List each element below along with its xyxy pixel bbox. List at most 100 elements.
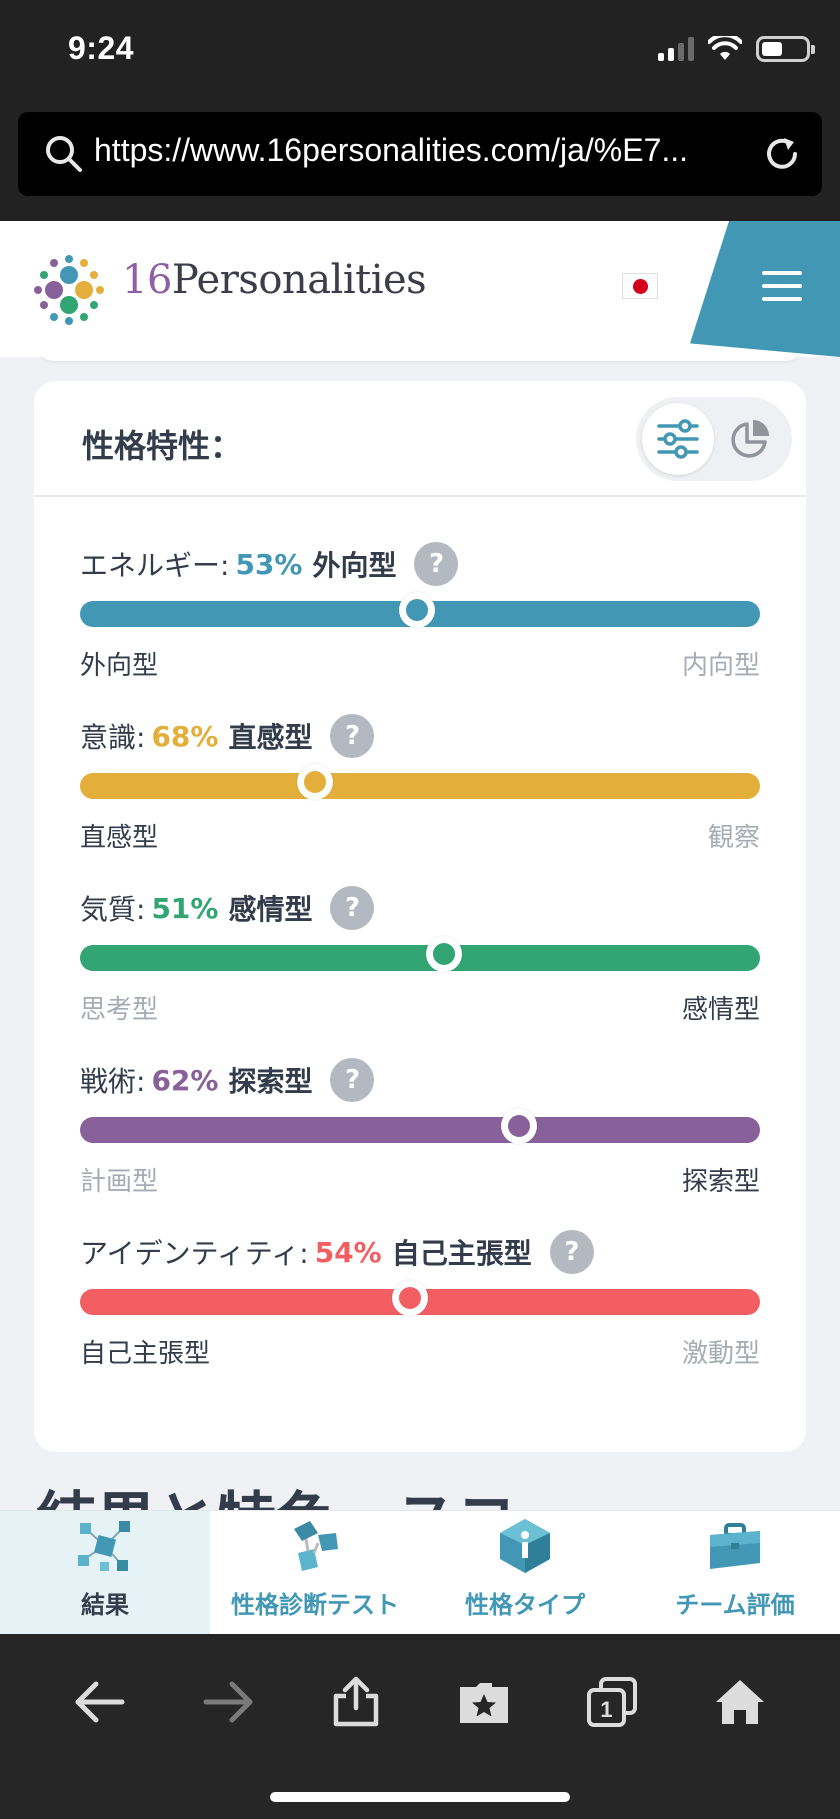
- trait-type: 外向型: [312, 549, 397, 582]
- forward-arrow-icon: [203, 1681, 253, 1723]
- url-text[interactable]: https://www.16personalities.com/ja/%E7..…: [94, 132, 689, 168]
- trait-bar: [80, 936, 760, 972]
- trait-percent: 53%: [235, 547, 303, 581]
- trait-type: 直感型: [228, 721, 313, 754]
- help-icon[interactable]: ?: [549, 1230, 594, 1274]
- trait-knob: [391, 1280, 428, 1316]
- site-tab-navigation: 結果 性格診断テスト 性格タイプ チーム評価: [0, 1510, 840, 1634]
- reload-icon[interactable]: [762, 134, 802, 174]
- test-links-icon: [294, 1521, 338, 1571]
- cellular-signal-icon: [658, 37, 694, 61]
- sliders-view-button[interactable]: [642, 403, 714, 475]
- tabs-button[interactable]: 1: [582, 1672, 642, 1732]
- types-gem-icon: [500, 1519, 550, 1573]
- trait-left-pole: 自己主張型: [80, 1339, 211, 1369]
- view-toggle[interactable]: [636, 397, 792, 481]
- trait-title: アイデンティティ: 54% 自己主張型 ?: [80, 1229, 594, 1275]
- pie-chart-icon: [731, 420, 769, 458]
- trait-bar: [80, 1108, 760, 1144]
- help-icon[interactable]: ?: [330, 886, 375, 930]
- tab-personality-test[interactable]: 性格診断テスト: [210, 1511, 420, 1634]
- card-header: 性格特性：: [34, 381, 806, 497]
- forward-button[interactable]: [198, 1672, 258, 1732]
- trait-label: 意識:: [80, 721, 146, 754]
- bookmarks-button[interactable]: [454, 1672, 514, 1732]
- trait-label: 戦術:: [80, 1065, 146, 1098]
- trait-title: 気質: 51% 感情型 ?: [80, 885, 375, 931]
- trait-title: 意識: 68% 直感型 ?: [80, 713, 375, 759]
- hamburger-menu-icon[interactable]: [762, 271, 802, 301]
- trait-percent: 54%: [314, 1235, 382, 1269]
- japan-flag-icon[interactable]: [622, 273, 658, 299]
- trait-left-pole: 計画型: [80, 1167, 159, 1197]
- tab-results[interactable]: 結果: [0, 1511, 210, 1634]
- trait-knob: [500, 1108, 537, 1144]
- card-title: 性格特性：: [82, 427, 243, 465]
- trait-label: エネルギー:: [80, 549, 230, 582]
- sliders-icon: [657, 419, 699, 459]
- trait-title: 戦術: 62% 探索型 ?: [80, 1057, 375, 1103]
- trait-type: 感情型: [228, 893, 313, 926]
- tab-team-assessment[interactable]: チーム評価: [630, 1511, 840, 1634]
- share-icon: [333, 1676, 379, 1727]
- battery-icon: [756, 36, 815, 62]
- trait-bar: [80, 764, 760, 800]
- search-icon: [46, 136, 82, 172]
- logo-icon[interactable]: [24, 245, 114, 335]
- trait-right-pole: 内向型: [681, 651, 760, 681]
- browser-toolbar: 1: [0, 1634, 840, 1819]
- home-icon: [716, 1680, 764, 1724]
- help-icon[interactable]: ?: [330, 714, 375, 758]
- wifi-icon: [708, 36, 742, 60]
- svg-text:1: 1: [600, 1697, 612, 1722]
- trait-row: 意識: 68% 直感型 ? 直感型 観察: [80, 713, 760, 863]
- trait-right-pole: 感情型: [681, 995, 760, 1025]
- trait-knob: [398, 592, 435, 628]
- trait-right-pole: 激動型: [681, 1339, 760, 1369]
- trait-row: エネルギー: 53% 外向型 ? 外向型 内向型: [80, 541, 760, 691]
- share-button[interactable]: [326, 1672, 386, 1732]
- trait-left-pole: 直感型: [80, 823, 159, 853]
- trait-type: 自己主張型: [391, 1237, 532, 1270]
- address-bar[interactable]: https://www.16personalities.com/ja/%E7..…: [18, 112, 822, 196]
- back-button[interactable]: [70, 1672, 130, 1732]
- home-button[interactable]: [710, 1672, 770, 1732]
- trait-label: 気質:: [80, 893, 146, 926]
- back-arrow-icon: [75, 1681, 125, 1723]
- next-section-heading-cutoff: 結果と特色・スコア: [36, 1487, 556, 1511]
- results-cubes-icon: [78, 1521, 130, 1571]
- status-icons: [658, 36, 815, 62]
- brand-word: Personalities: [171, 257, 427, 303]
- tab-personality-types[interactable]: 性格タイプ: [420, 1511, 630, 1634]
- personality-traits-card: 性格特性：: [34, 381, 806, 1452]
- trait-row: アイデンティティ: 54% 自己主張型 ? 自己主張型 激動型: [80, 1229, 760, 1379]
- trait-left-pole: 思考型: [80, 995, 159, 1025]
- previous-card-edge: [36, 357, 804, 361]
- help-icon[interactable]: ?: [330, 1058, 375, 1102]
- trait-row: 気質: 51% 感情型 ? 思考型 感情型: [80, 885, 760, 1035]
- tab-results-label: 結果: [81, 1591, 129, 1619]
- trait-row: 戦術: 62% 探索型 ? 計画型 探索型: [80, 1057, 760, 1207]
- main-content: 性格特性：: [0, 357, 840, 1511]
- status-bar: 9:24: [0, 0, 840, 105]
- trait-type: 探索型: [228, 1065, 313, 1098]
- status-time: 9:24: [68, 30, 135, 66]
- trait-bar: [80, 592, 760, 628]
- help-icon[interactable]: ?: [414, 542, 459, 586]
- home-indicator: [270, 1792, 570, 1802]
- trait-knob: [296, 764, 333, 800]
- brand-name[interactable]: 16Personalities: [122, 257, 427, 303]
- trait-percent: 62%: [151, 1063, 219, 1097]
- trait-knob: [425, 936, 462, 972]
- trait-label: アイデンティティ:: [80, 1237, 309, 1270]
- trait-percent: 68%: [151, 719, 219, 753]
- trait-right-pole: 探索型: [681, 1167, 760, 1197]
- brand-number: 16: [122, 257, 172, 303]
- pie-view-button[interactable]: [714, 403, 786, 475]
- trait-title: エネルギー: 53% 外向型 ?: [80, 541, 459, 587]
- tab-personality-types-label: 性格タイプ: [465, 1591, 585, 1619]
- trait-right-pole: 観察: [707, 823, 760, 853]
- trait-bar: [80, 1280, 760, 1316]
- tab-team-assessment-label: チーム評価: [675, 1591, 795, 1619]
- tab-personality-test-label: 性格診断テスト: [231, 1591, 399, 1619]
